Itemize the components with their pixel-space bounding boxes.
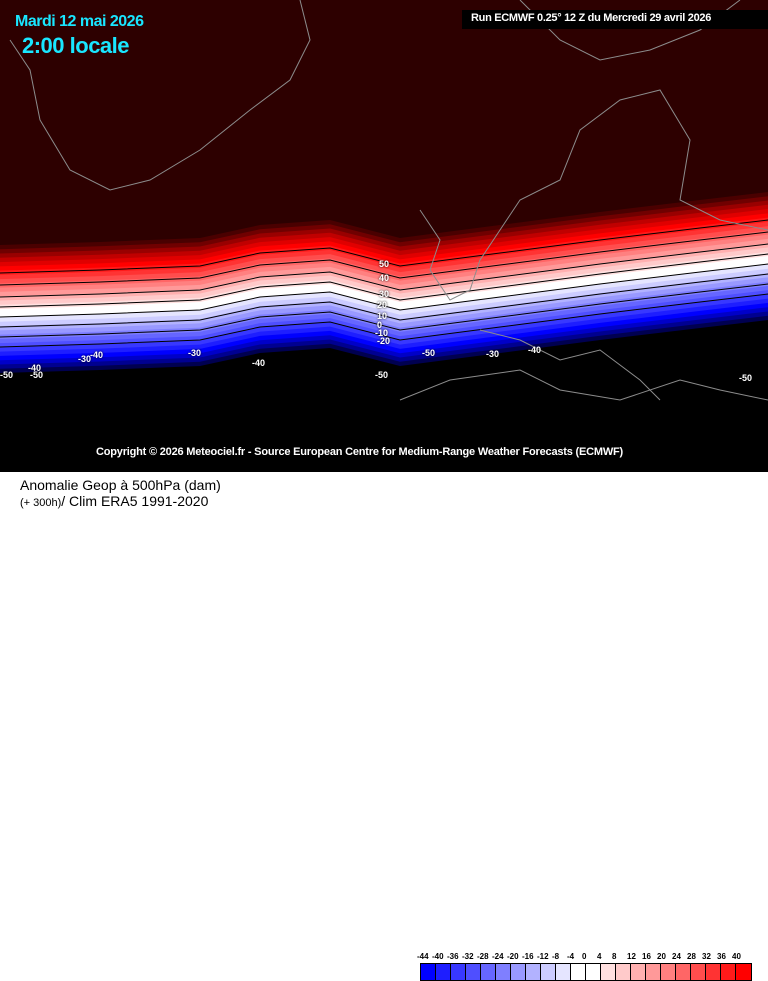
legend-swatch: -16	[522, 952, 541, 980]
legend-swatch: -32	[462, 952, 481, 980]
legend-label: -32	[462, 952, 474, 961]
legend-swatch: -24	[492, 952, 511, 980]
legend-swatch: -20	[507, 952, 526, 980]
contour-label: -50	[739, 373, 753, 383]
coastline	[519, 0, 741, 61]
legend-swatch: -28	[477, 952, 496, 980]
contour-label: 50	[379, 259, 390, 269]
legend-label: 40	[732, 952, 741, 961]
legend-label: -44	[417, 952, 429, 961]
deep-low-region	[0, 320, 768, 472]
legend-label: -36	[447, 952, 459, 961]
legend-swatch: 12	[627, 952, 646, 980]
run-info: Run ECMWF 0.25° 12 Z du Mercredi 29 avri…	[462, 10, 768, 29]
contour-label: -10	[375, 328, 389, 338]
legend-swatch: 40	[732, 952, 751, 980]
legend-label: -28	[477, 952, 489, 961]
contour-line	[0, 253, 768, 308]
contour-line	[0, 263, 768, 318]
contour-line	[0, 273, 768, 328]
legend-label: -8	[552, 952, 560, 961]
contour-line	[0, 283, 768, 338]
contour-label: -30	[78, 354, 92, 364]
legend-swatch: -8	[552, 952, 571, 980]
legend-swatch: 4	[597, 952, 616, 980]
map-area: Mardi 12 mai 2026 2:00 locale Run ECMWF …	[0, 0, 768, 472]
contour-label: -50	[30, 370, 44, 380]
legend-label: -20	[507, 952, 519, 961]
legend-label: 16	[642, 952, 651, 961]
coastline	[399, 369, 768, 401]
legend-swatch: -12	[537, 952, 556, 980]
legend-label: -12	[537, 952, 549, 961]
legend-label: 8	[612, 952, 617, 961]
legend-swatch: 20	[657, 952, 676, 980]
coastline	[9, 0, 311, 191]
copyright: Copyright © 2026 Meteociel.fr - Source E…	[96, 446, 623, 458]
legend-label: -4	[567, 952, 575, 961]
contour-label: 30	[379, 289, 390, 299]
contour-label: -30	[486, 349, 500, 359]
legend-label: 20	[657, 952, 666, 961]
legend-label: -40	[432, 952, 444, 961]
contour-label: -50	[422, 348, 436, 358]
coastline	[419, 89, 768, 301]
contour-line	[0, 243, 768, 298]
legend-swatch: 28	[687, 952, 706, 980]
legend-swatch: 32	[702, 952, 721, 980]
contour-label: 10	[377, 311, 388, 321]
contour-line	[0, 219, 768, 274]
map-title: Anomalie Geop à 500hPa (dam)	[20, 477, 221, 493]
lead-time: (+ 300h)	[20, 497, 62, 509]
contour-label: -50	[375, 370, 389, 380]
legend-label: 28	[687, 952, 696, 961]
contour-line	[0, 231, 768, 286]
contour-label: -50	[0, 370, 14, 380]
color-legend: -44 -40 -36 -32 -28 -24 -20 -16 -12 -8 -4 0 4 8 12 16 20…	[417, 952, 752, 981]
legend-swatch: -36	[447, 952, 466, 980]
contour-label: 40	[379, 273, 390, 283]
legend-swatch: 24	[672, 952, 691, 980]
map-subtitle: (+ 300h)/ Clim ERA5 1991-2020	[20, 493, 208, 509]
legend-swatch: 16	[642, 952, 661, 980]
legend-swatch: 36	[717, 952, 736, 980]
contour-label: -40	[28, 363, 42, 373]
legend-label: 36	[717, 952, 726, 961]
contour-label: -40	[528, 345, 542, 355]
anomaly-field	[0, 0, 768, 472]
forecast-date: Mardi 12 mai 2026	[15, 13, 144, 30]
legend-label: -24	[492, 952, 504, 961]
footer: Anomalie Geop à 500hPa (dam) (+ 300h)/ C…	[0, 472, 768, 981]
contour-label: -40	[252, 358, 266, 368]
legend-swatch: 0	[582, 952, 601, 980]
legend-label: 32	[702, 952, 711, 961]
legend-label: 0	[582, 952, 587, 961]
legend-label: -16	[522, 952, 534, 961]
legend-label: 12	[627, 952, 636, 961]
legend-swatch: -40	[432, 952, 451, 980]
contour-label: -20	[377, 336, 391, 346]
climatology: / Clim ERA5 1991-2020	[61, 493, 209, 509]
legend-swatch: -4	[567, 952, 586, 980]
contour-line	[0, 293, 768, 348]
legend-label: 24	[672, 952, 681, 961]
forecast-time: 2:00 locale	[22, 33, 130, 58]
legend-swatch: 8	[612, 952, 631, 980]
legend-label: 4	[597, 952, 602, 961]
coastline	[479, 329, 661, 401]
legend-swatch: -44	[417, 952, 436, 980]
contour-label: 20	[377, 300, 388, 310]
contour-label: 0	[377, 320, 383, 330]
contour-label: -40	[90, 350, 104, 360]
contour-label: -30	[188, 348, 202, 358]
